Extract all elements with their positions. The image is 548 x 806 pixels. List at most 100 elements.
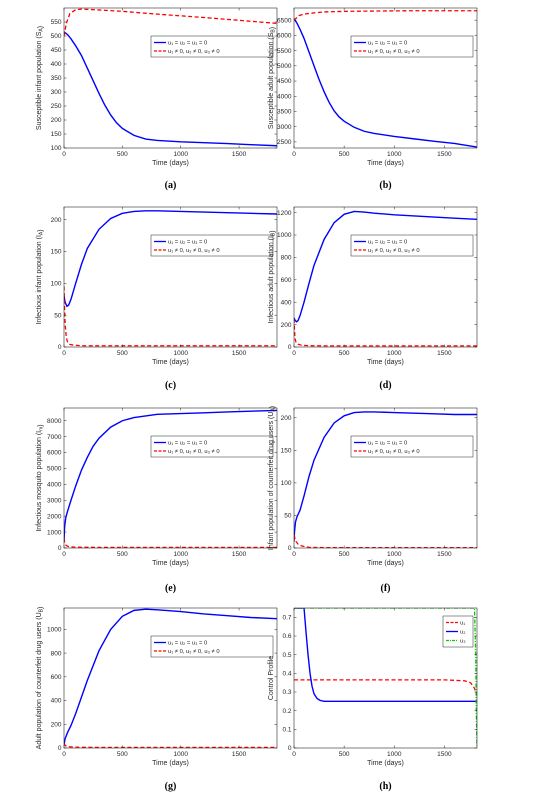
y-tick-label: 0	[58, 745, 62, 752]
x-tick-label: 0	[62, 751, 66, 758]
y-tick-label: 400	[51, 698, 62, 705]
series-line-2	[64, 742, 277, 748]
y-axis-label: Infectious adult population (IB)	[268, 230, 277, 323]
y-tick-label: 4500	[277, 78, 292, 85]
y-tick-label: 7000	[47, 434, 62, 441]
plot-frame	[63, 607, 278, 749]
y-tick-label: 800	[51, 650, 62, 657]
y-tick-label: 6000	[277, 33, 292, 40]
x-tick-label: 1000	[387, 350, 402, 357]
y-tick-label: 0	[58, 344, 62, 351]
legend: u₁ = u₂ = u₃ = 0 u₁ ≠ 0, u₂ ≠ 0, u₃ ≠ 0	[350, 435, 474, 458]
x-tick-label: 0	[292, 151, 296, 158]
legend: u₁ = u₂ = u₃ = 0 u₁ ≠ 0, u₂ ≠ 0, u₃ ≠ 0	[150, 635, 274, 658]
y-tick-label: 2000	[47, 513, 62, 520]
x-tick-label: 500	[117, 350, 128, 357]
x-tick-label: 1000	[387, 151, 402, 158]
chart-panel-6: 0 500 1000 1500 0 50 100 150 200 Time (days) Infan…	[268, 406, 478, 594]
y-tick-label: 400	[51, 61, 62, 68]
y-tick-label: 1200	[277, 210, 292, 217]
series-line-1	[64, 31, 277, 147]
x-tick-label: 1500	[437, 350, 452, 357]
series-line-2	[294, 534, 477, 548]
plot-frame	[293, 206, 478, 348]
series-line-1	[294, 210, 477, 323]
y-tick-label: 0.2	[282, 708, 291, 715]
legend-label: u₁ = u₂ = u₃ = 0	[368, 41, 407, 47]
plot-frame	[63, 7, 278, 149]
legend-box	[150, 35, 274, 58]
y-tick-label: 200	[281, 415, 292, 422]
x-axis-label: Time (days)	[367, 760, 404, 767]
x-tick-label: 1500	[232, 151, 247, 158]
chart-panel-3: 0 500 1000 1500 0 50 100 150 200 Time (days) Infec…	[36, 206, 278, 391]
x-tick-label: 0	[292, 751, 296, 758]
x-tick-label: 1000	[173, 751, 188, 758]
chart-panel-2: 0 500 1000 1500 2500 3000 3500 4000 4500 5000 5500…	[268, 7, 478, 191]
y-tick-label: 3000	[47, 497, 62, 504]
y-tick-label: 0.1	[282, 727, 291, 734]
x-axis-label: Time (days)	[367, 160, 404, 167]
y-tick-label: 5500	[277, 48, 292, 55]
y-tick-label: 500	[51, 33, 62, 40]
y-axis-label: Susceptible adult population (SB)	[268, 27, 277, 129]
legend-label: u₁ = u₂ = u₃ = 0	[168, 240, 207, 246]
y-tick-label: 5000	[47, 466, 62, 473]
y-tick-label: 350	[51, 75, 62, 82]
y-tick-label: 600	[51, 674, 62, 681]
chart-panel-1: 0 500 1000 1500 100 150 200 250 300 350 400 450 500 5…	[36, 7, 278, 191]
y-tick-label: 550	[51, 19, 62, 26]
series-line-1	[64, 409, 277, 542]
series-line-2	[294, 608, 477, 703]
panel-caption: (e)	[165, 583, 176, 594]
legend-box	[150, 635, 274, 658]
panel-caption: (f)	[381, 583, 391, 594]
y-tick-label: 1000	[47, 627, 62, 634]
y-tick-label: 1000	[277, 232, 292, 239]
panel-caption: (b)	[379, 180, 391, 191]
x-axis-label: Time (days)	[152, 160, 189, 167]
x-tick-label: 0	[62, 350, 66, 357]
chart-panel-5: 0 500 1000 1500 0 1000 2000 3000 4000 5000 6000 700…	[36, 407, 278, 594]
y-tick-label: 0.3	[282, 689, 291, 696]
x-tick-label: 500	[339, 350, 350, 357]
y-tick-label: 400	[281, 299, 292, 306]
x-tick-label: 500	[339, 151, 350, 158]
legend-label: u₂	[460, 630, 465, 636]
series-line-2	[294, 10, 477, 21]
legend: u₁ = u₂ = u₃ = 0 u₁ ≠ 0, u₂ ≠ 0, u₃ ≠ 0	[150, 435, 274, 458]
x-tick-label: 1000	[173, 350, 188, 357]
legend-label: u₁ = u₂ = u₃ = 0	[368, 441, 407, 447]
legend-box	[350, 234, 474, 257]
y-tick-label: 100	[281, 480, 292, 487]
y-tick-label: 4000	[277, 93, 292, 100]
y-axis-label: Infectious mosquito population (Im)	[36, 424, 45, 531]
series-line-1	[294, 18, 477, 148]
series-line-2	[64, 286, 277, 347]
y-tick-label: 1000	[47, 529, 62, 536]
legend: u₁ = u₂ = u₃ = 0 u₁ ≠ 0, u₂ ≠ 0, u₃ ≠ 0	[150, 234, 274, 257]
y-axis-label: Infectious infant population (IA)	[36, 229, 45, 324]
x-tick-label: 500	[117, 151, 128, 158]
y-tick-label: 0.7	[282, 615, 291, 622]
y-tick-label: 0.6	[282, 633, 291, 640]
legend-box	[150, 234, 274, 257]
series-line-3	[294, 608, 477, 748]
y-tick-label: 2500	[277, 139, 292, 146]
series-line-2	[64, 538, 277, 548]
x-tick-label: 0	[62, 151, 66, 158]
y-tick-label: 3000	[277, 124, 292, 131]
y-tick-label: 150	[51, 249, 62, 256]
y-tick-label: 100	[51, 145, 62, 152]
y-tick-label: 150	[51, 131, 62, 138]
y-tick-label: 300	[51, 89, 62, 96]
y-axis-label: Control Profile	[268, 656, 275, 700]
y-tick-label: 4000	[47, 482, 62, 489]
x-tick-label: 0	[62, 551, 66, 558]
chart-panel-4: 0 500 1000 1500 0 200 400 600 800 1000 1200 Time (d…	[268, 206, 478, 391]
legend: u₁ u₂ u₃	[442, 615, 474, 648]
y-tick-label: 150	[281, 448, 292, 455]
x-tick-label: 1500	[232, 350, 247, 357]
x-axis-label: Time (days)	[367, 560, 404, 567]
